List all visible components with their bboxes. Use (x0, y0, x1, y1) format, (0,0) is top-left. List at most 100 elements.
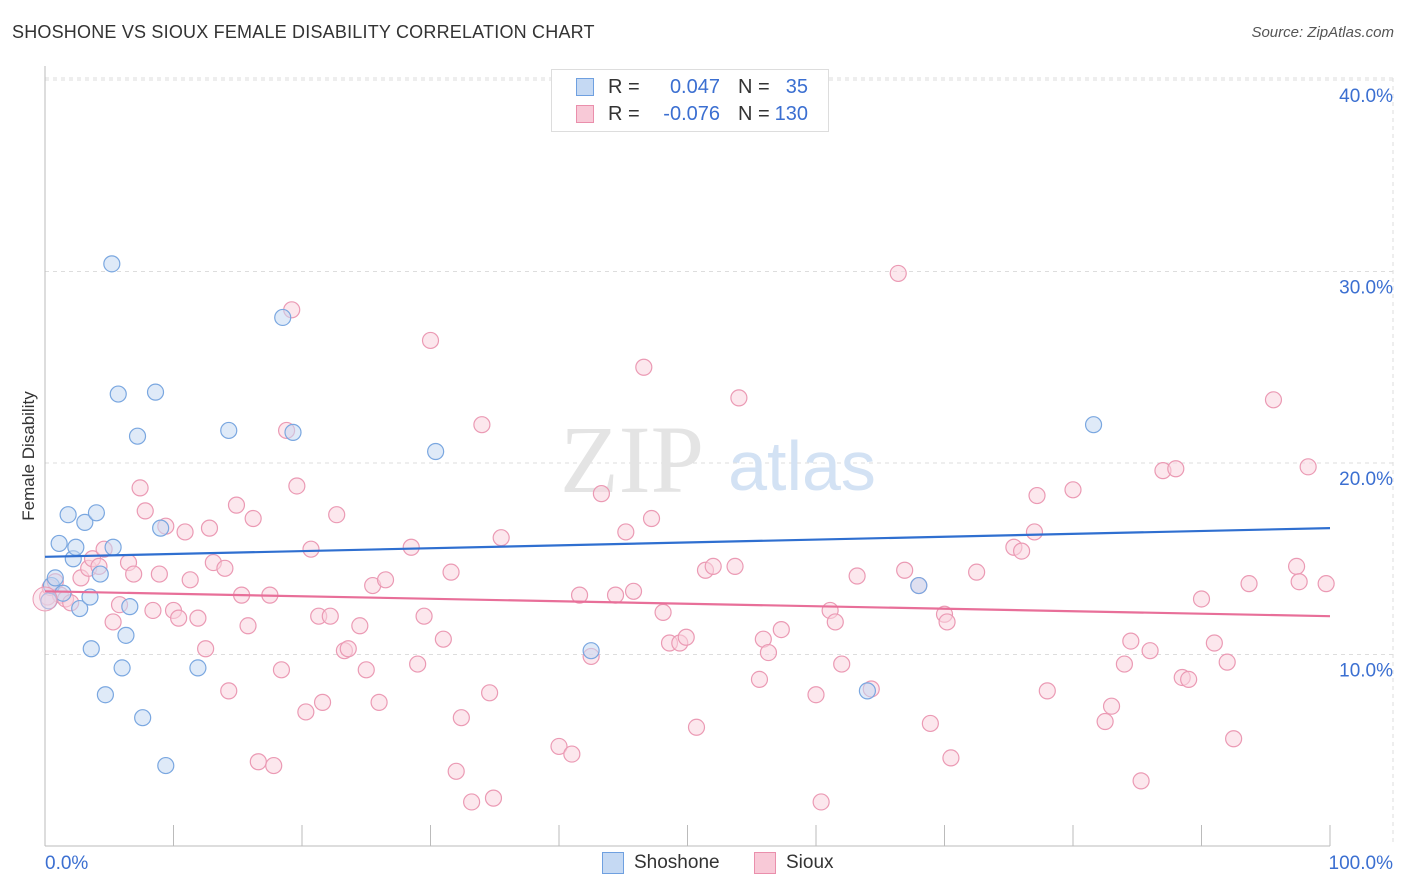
sioux-point (807, 686, 825, 704)
shoshone-point (582, 642, 600, 660)
sioux-point (654, 603, 672, 621)
sioux-point (826, 613, 844, 631)
sioux-point (434, 630, 452, 648)
shoshone-point (152, 519, 170, 537)
legend-item-sioux[interactable]: Sioux (754, 852, 834, 874)
shoshone-point (220, 421, 238, 440)
shoshone-point (858, 682, 877, 700)
n-value: 35 (785, 75, 808, 98)
r-value: -0.076 (663, 102, 720, 125)
sioux-point (550, 737, 568, 756)
sioux-point (452, 709, 470, 727)
sioux-point (617, 523, 635, 541)
sioux-point (1141, 642, 1159, 660)
shoshone-point (1084, 416, 1103, 434)
legend-row-sioux: R = -0.076 N = 130 (576, 103, 808, 125)
sioux-point (376, 571, 395, 589)
shoshone-swatch (602, 852, 624, 874)
y-tick-label: 30.0% (1339, 278, 1393, 299)
r-value: 0.047 (669, 75, 720, 98)
sioux-point (1096, 712, 1114, 731)
sioux-point (265, 756, 283, 775)
correlation-legend: R = 0.047 N = 35 R = -0.076 N = 130 (551, 69, 829, 132)
shoshone-point (113, 659, 131, 677)
sioux-point (131, 479, 149, 497)
sioux-point (759, 643, 778, 662)
shoshone-point (146, 383, 165, 401)
sioux-point (1064, 481, 1082, 499)
shoshone-point (67, 538, 85, 556)
sioux-point (968, 563, 986, 581)
sioux-point (227, 496, 246, 514)
shoshone-point (109, 385, 127, 403)
shoshone-point (96, 686, 114, 704)
sioux-point (1225, 730, 1243, 748)
sioux-point (750, 670, 769, 688)
sioux-point (302, 540, 320, 558)
sioux-trend-line (44, 590, 1331, 618)
sioux-point (938, 613, 956, 631)
sioux-point (220, 682, 238, 700)
shoshone-point (117, 626, 135, 644)
sioux-point (921, 714, 939, 733)
sioux-point (176, 523, 194, 541)
n-label: N = (738, 75, 770, 98)
sioux-point (189, 609, 207, 627)
sioux-point (1205, 634, 1223, 652)
x-tick-label: 100.0% (1329, 853, 1394, 874)
legend-label-sioux: Sioux (786, 852, 834, 873)
sioux-point (1299, 458, 1317, 476)
shoshone-point (128, 427, 147, 445)
chart-title: SHOSHONE VS SIOUX FEMALE DISABILITY CORR… (12, 22, 595, 42)
sioux-point (150, 565, 168, 583)
shoshone-point (284, 423, 302, 441)
shoshone-point (427, 442, 445, 461)
sioux-point (570, 586, 589, 604)
y-tick-label: 40.0% (1339, 86, 1393, 107)
legend-row-shoshone: R = 0.047 N = 35 (576, 76, 808, 98)
sioux-point (200, 519, 219, 537)
sioux-point (812, 793, 830, 811)
n-value: 130 (774, 102, 808, 125)
sioux-point (1102, 697, 1121, 715)
sioux-point (272, 661, 291, 679)
shoshone-point (910, 576, 928, 595)
shoshone-point (157, 756, 175, 775)
shoshone-point (103, 255, 121, 273)
sioux-point (1115, 655, 1134, 673)
sioux-point (328, 506, 346, 524)
sioux-point (592, 485, 611, 503)
sioux-point (288, 477, 306, 495)
watermark-zip: ZIP (560, 406, 704, 513)
x-tick-label: 0.0% (45, 853, 88, 874)
sioux-point (32, 586, 58, 612)
y-axis-title: Female Disability (19, 391, 38, 521)
sioux-point (313, 693, 332, 711)
sioux-point (896, 561, 914, 579)
shoshone-point (59, 506, 77, 524)
sioux-point (104, 613, 122, 631)
shoshone-point (46, 569, 64, 587)
sioux-swatch (576, 105, 594, 123)
sioux-point (635, 358, 653, 376)
sioux-point (357, 661, 375, 679)
sioux-point (370, 693, 388, 711)
sioux-point (415, 607, 433, 625)
sioux-point (484, 789, 503, 807)
sioux-point (297, 703, 315, 721)
legend-item-shoshone[interactable]: Shoshone (602, 852, 720, 874)
sioux-point (1290, 573, 1308, 591)
sioux-point (833, 655, 851, 673)
shoshone-point (274, 308, 292, 327)
shoshone-point (91, 565, 109, 583)
sioux-point (170, 609, 188, 627)
shoshone-point (104, 538, 122, 556)
shoshone-point (76, 513, 94, 531)
sioux-point (249, 753, 267, 771)
shoshone-point (71, 599, 89, 618)
sioux-point (1240, 575, 1258, 593)
source-label: Source: ZipAtlas.com (1251, 24, 1394, 41)
sioux-point (181, 571, 199, 589)
sioux-point (1012, 542, 1031, 560)
